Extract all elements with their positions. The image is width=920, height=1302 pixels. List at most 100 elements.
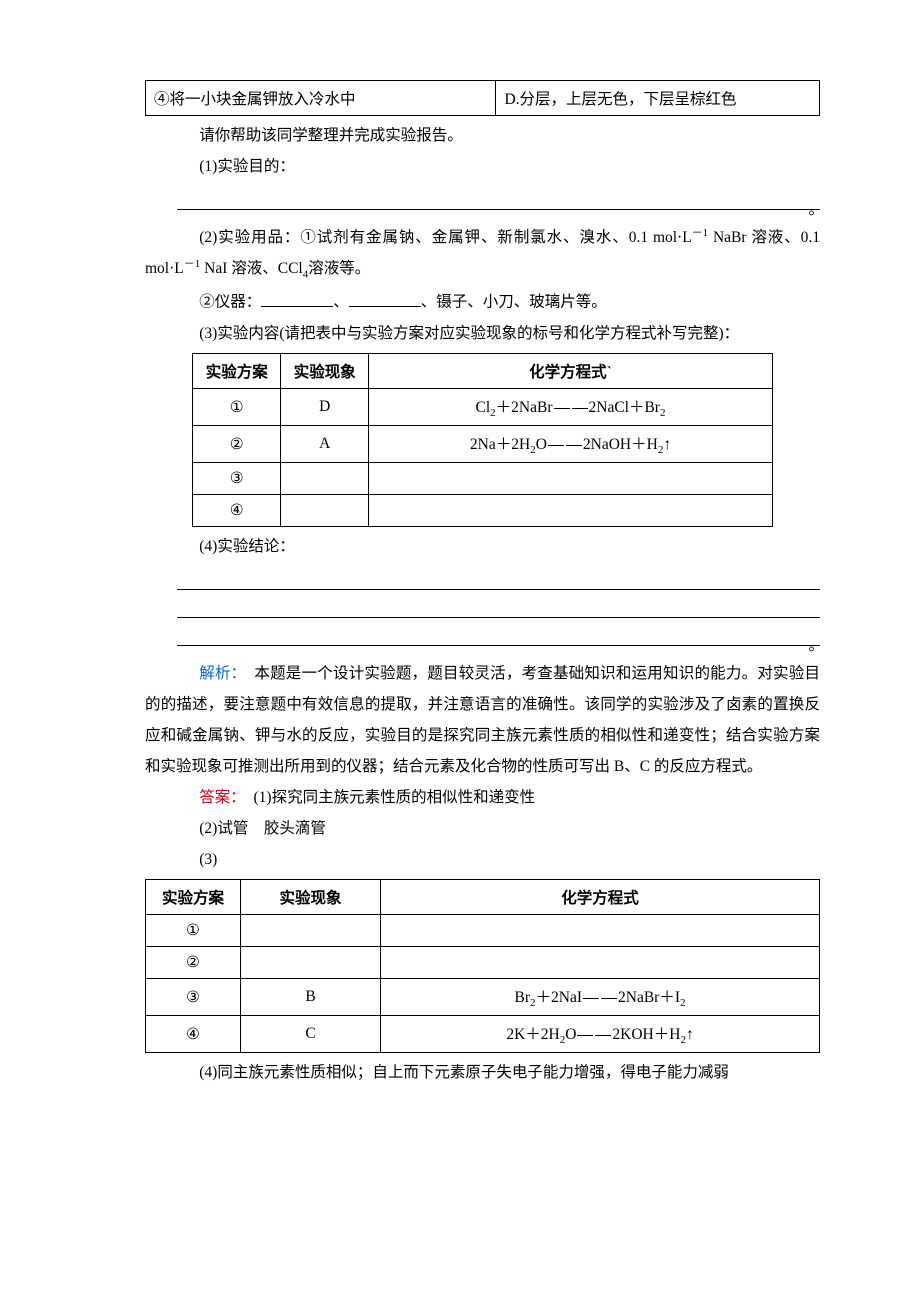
table-experiment-content: 实验方案 实验现象 化学方程式` ① D Cl 2 ＋2NaBr 2NaCl＋Br 2… bbox=[192, 353, 773, 527]
eq-part: 2NaBr＋I bbox=[618, 989, 680, 1006]
page-root: ④将一小块金属钾放入冷水中 D.分层，上层无色，下层呈棕红色 请你帮助该同学整理… bbox=[0, 80, 920, 1148]
exp-row2-c1: ② bbox=[193, 426, 281, 463]
chem-eq: Br2＋2NaI 2NaBr＋I2 bbox=[515, 989, 686, 1006]
answer-line-4: (4)同主族元素性质相似；自上而下元素原子失电子能力增强，得电子能力减弱 bbox=[145, 1057, 820, 1088]
eq-part: 2Na＋2H bbox=[470, 436, 530, 453]
table-top-left-cell: ④将一小块金属钾放入冷水中 bbox=[146, 81, 496, 116]
exp-row3-c2 bbox=[281, 463, 369, 495]
q1-label: (1)实验目的： bbox=[145, 151, 820, 182]
q2-intro: (2)实验用品：①试剂有金属钠、金属钾、新制氯水、溴水、0.1 mol·L－1 … bbox=[145, 222, 820, 285]
eq-sub: 2 bbox=[680, 997, 686, 1009]
chem-eq: 2Na＋2H2O 2NaOH＋H2↑ bbox=[470, 436, 671, 453]
q2-intro-end2: 溶液等。 bbox=[308, 260, 370, 277]
q2-sup-neg1-a: －1 bbox=[692, 227, 709, 239]
exp-row4-eq bbox=[369, 495, 773, 527]
reaction-equal-icon bbox=[566, 436, 582, 455]
reaction-equal-icon bbox=[548, 436, 564, 455]
table-top-right-cell: D.分层，上层无色，下层呈棕红色 bbox=[496, 81, 820, 116]
chem-eq: Cl2＋2NaBr 2NaCl＋Br2 bbox=[476, 399, 666, 416]
eq-part: Br bbox=[515, 989, 531, 1006]
exp-row1-c1: ① bbox=[193, 389, 281, 426]
eq-part: 2KOH＋H bbox=[612, 1026, 680, 1043]
eq-part: O bbox=[536, 436, 547, 453]
table-row: ③ bbox=[193, 463, 773, 495]
ans-row3-c2: B bbox=[241, 979, 381, 1016]
q3-label: (3)实验内容(请把表中与实验方案对应实验现象的标号和化学方程式补写完整)： bbox=[145, 318, 820, 349]
exp-row4-c2 bbox=[281, 495, 369, 527]
eq-arrow: ↑ bbox=[663, 436, 671, 453]
answer-label: 答案： bbox=[199, 789, 238, 806]
eq-sub: 2 bbox=[660, 407, 666, 419]
q2-instruments-suffix: 、镊子、小刀、玻璃片等。 bbox=[421, 294, 607, 311]
table-exp-header-3: 化学方程式` bbox=[369, 354, 773, 389]
q2-blank-1 bbox=[261, 285, 333, 307]
reaction-equal-icon bbox=[572, 399, 588, 418]
q2-instruments-prefix: ②仪器： bbox=[199, 294, 261, 311]
eq-part: ＋2NaI bbox=[536, 989, 583, 1006]
eq-part: ＋2NaBr bbox=[496, 399, 553, 416]
table-row: ① D Cl2＋2NaBr 2NaCl＋Br2 bbox=[193, 389, 773, 426]
exp-row4-c1: ④ bbox=[193, 495, 281, 527]
exp-row1-c2: D bbox=[281, 389, 369, 426]
q2-instruments: ②仪器：、、镊子、小刀、玻璃片等。 bbox=[145, 285, 820, 318]
eq-arrow: ↑ bbox=[686, 1026, 694, 1043]
reaction-equal-icon bbox=[554, 399, 570, 418]
analysis-label: 解析： bbox=[199, 665, 238, 682]
ans-row2-c2 bbox=[241, 947, 381, 979]
table-experiment-top-row: ④将一小块金属钾放入冷水中 D.分层，上层无色，下层呈棕红色 bbox=[145, 80, 820, 116]
chem-eq: 2K＋2H2O 2KOH＋H2↑ bbox=[506, 1026, 693, 1043]
q4-label: (4)实验结论： bbox=[145, 531, 820, 562]
eq-part: 2K＋2H bbox=[506, 1026, 559, 1043]
table-ans-header-3: 化学方程式 bbox=[381, 880, 820, 915]
ans-row4-c2: C bbox=[241, 1016, 381, 1053]
table-row: ② bbox=[146, 947, 820, 979]
ans-row3-c1: ③ bbox=[146, 979, 241, 1016]
exp-row3-c1: ③ bbox=[193, 463, 281, 495]
answer-line-3: (3) bbox=[145, 844, 820, 875]
ans-row1-c2 bbox=[241, 915, 381, 947]
exp-row2-eq: 2Na＋2H2O 2NaOH＋H2↑ bbox=[369, 426, 773, 463]
answer-line-2: (2)试管 胶头滴管 bbox=[145, 813, 820, 844]
eq-part: O bbox=[565, 1026, 576, 1043]
ans-row1-eq bbox=[381, 915, 820, 947]
ans-row4-eq: 2K＋2H2O 2KOH＋H2↑ bbox=[381, 1016, 820, 1053]
table-answer: 实验方案 实验现象 化学方程式 ① ② ③ B Br 2 ＋2NaI 2NaBr＋I… bbox=[145, 879, 820, 1053]
q4-blank-line-3 bbox=[177, 630, 820, 646]
reaction-equal-icon bbox=[601, 989, 617, 1008]
q2-sup-neg1-b: －1 bbox=[184, 258, 201, 270]
reaction-equal-icon bbox=[595, 1026, 611, 1045]
q2-intro-text: (2)实验用品：①试剂有金属钠、金属钾、新制氯水、溴水、0.1 mol·L bbox=[199, 229, 691, 246]
table-ans-header-2: 实验现象 bbox=[241, 880, 381, 915]
ans-row2-c1: ② bbox=[146, 947, 241, 979]
table-row: ① bbox=[146, 915, 820, 947]
q2-intro-end: NaI 溶液、CCl bbox=[200, 260, 302, 277]
help-line: 请你帮助该同学整理并完成实验报告。 bbox=[145, 120, 820, 151]
table-row: ③ B Br2＋2NaI 2NaBr＋I2 bbox=[146, 979, 820, 1016]
ans-row1-c1: ① bbox=[146, 915, 241, 947]
table-ans-header-1: 实验方案 bbox=[146, 880, 241, 915]
exp-row3-eq bbox=[369, 463, 773, 495]
ans-row2-eq bbox=[381, 947, 820, 979]
analysis-body: 本题是一个设计实验题，题目较灵活，考查基础知识和运用知识的能力。对实验目的的描述… bbox=[145, 665, 820, 775]
answer-line-1: 答案： (1)探究同主族元素性质的相似性和递变性 bbox=[145, 782, 820, 813]
table-row: ② A 2Na＋2H2O 2NaOH＋H2↑ bbox=[193, 426, 773, 463]
q2-blank-2 bbox=[349, 285, 421, 307]
exp-row1-eq: Cl2＋2NaBr 2NaCl＋Br2 bbox=[369, 389, 773, 426]
q4-blank-line-2 bbox=[177, 602, 820, 618]
eq-part: 2NaCl＋Br bbox=[589, 399, 660, 416]
table-row: ④ C 2K＋2H2O 2KOH＋H2↑ bbox=[146, 1016, 820, 1053]
exp-row2-c2: A bbox=[281, 426, 369, 463]
answer1-text: (1)探究同主族元素性质的相似性和递变性 bbox=[238, 789, 535, 806]
eq-part: 2NaOH＋H bbox=[583, 436, 658, 453]
eq-part: Cl bbox=[476, 399, 491, 416]
ans-row4-c1: ④ bbox=[146, 1016, 241, 1053]
table-exp-header-1: 实验方案 bbox=[193, 354, 281, 389]
q1-blank-line bbox=[177, 194, 820, 210]
q4-blank-line-1 bbox=[177, 574, 820, 590]
table-exp-header-2: 实验现象 bbox=[281, 354, 369, 389]
reaction-equal-icon bbox=[577, 1026, 593, 1045]
analysis-paragraph: 解析： 本题是一个设计实验题，题目较灵活，考查基础知识和运用知识的能力。对实验目… bbox=[145, 658, 820, 782]
reaction-equal-icon bbox=[583, 989, 599, 1008]
ans-row3-eq: Br2＋2NaI 2NaBr＋I2 bbox=[381, 979, 820, 1016]
table-row: ④ bbox=[193, 495, 773, 527]
